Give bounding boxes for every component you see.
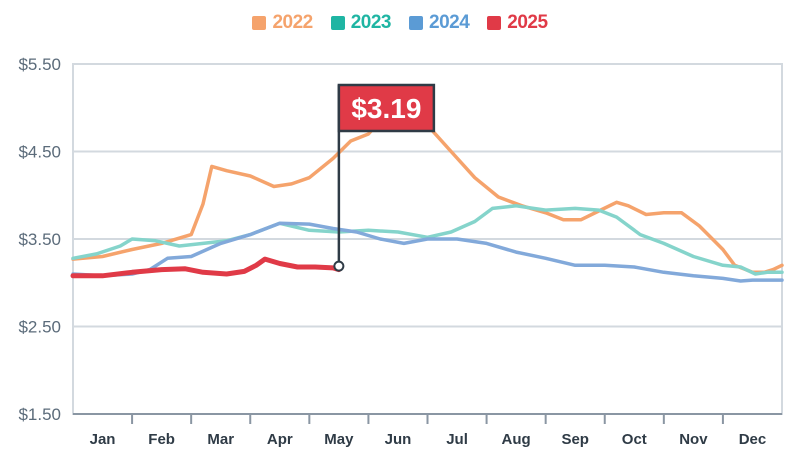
x-tick-label: Oct [622, 431, 647, 448]
x-tick-label: Aug [502, 431, 531, 448]
legend-item-2023[interactable]: 2023 [330, 12, 392, 34]
legend-label-2022: 2022 [272, 12, 313, 33]
y-tick-label: $3.50 [18, 230, 61, 249]
legend-label-2023: 2023 [350, 12, 392, 33]
x-tick-label: Mar [207, 431, 234, 448]
x-tick-label: Jun [385, 431, 412, 448]
legend-swatch-2024 [409, 16, 423, 30]
legend-swatch-2023 [330, 16, 345, 30]
y-tick-label: $5.50 [18, 55, 61, 74]
series-line-2024 [71, 221, 784, 283]
y-tick-label: $4.50 [18, 143, 61, 162]
series-line-2023 [71, 204, 784, 276]
x-tick-label: Jul [446, 431, 468, 448]
x-tick-label: Jan [90, 431, 116, 448]
legend-label-2024: 2024 [429, 12, 470, 33]
x-tick-label: May [324, 431, 354, 448]
series-line-2025 [70, 256, 342, 279]
legend-label-2025: 2025 [507, 12, 548, 33]
callout-value: $3.19 [351, 93, 421, 124]
legend-item-2022[interactable]: 2022 [252, 12, 313, 34]
x-tick-label: Nov [679, 431, 708, 448]
legend: 2022 2023 2024 2025 [0, 12, 800, 34]
legend-swatch-2022 [252, 16, 267, 30]
callout-marker [333, 260, 345, 272]
y-tick-label: $1.50 [18, 405, 61, 424]
callout-flag [337, 83, 436, 133]
series-line-2022 [71, 106, 784, 275]
x-tick-label: Sep [561, 431, 589, 448]
legend-item-2025[interactable]: 2025 [487, 12, 548, 34]
legend-item-2024[interactable]: 2024 [409, 12, 470, 34]
x-tick-label: Dec [739, 431, 767, 448]
legend-swatch-2025 [487, 16, 502, 30]
y-tick-label: $2.50 [18, 318, 61, 337]
x-tick-label: Apr [267, 431, 293, 448]
x-tick-label: Feb [148, 431, 175, 448]
